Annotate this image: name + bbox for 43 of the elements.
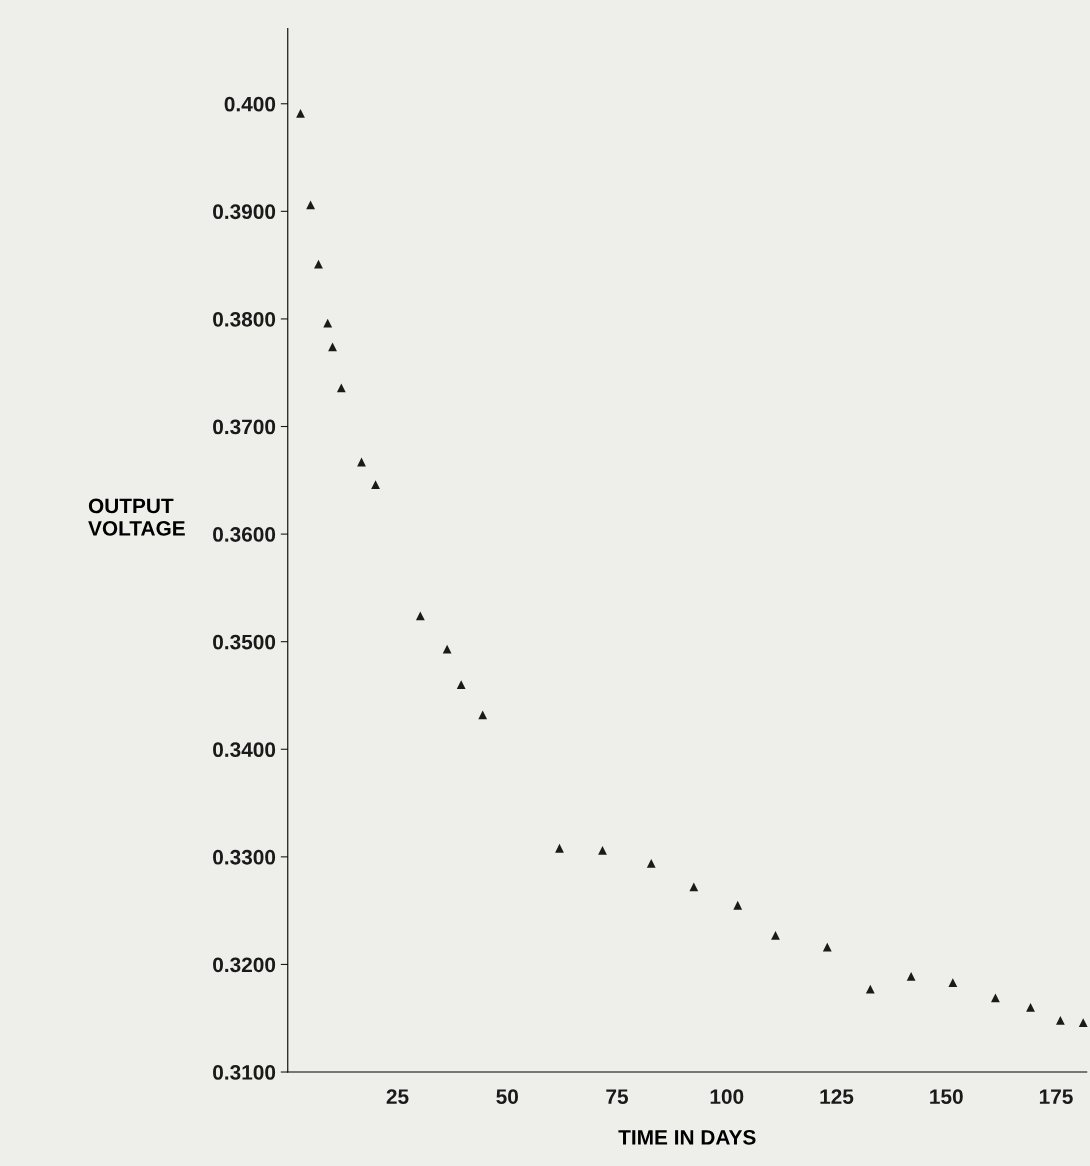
point [991,993,1000,1003]
x-tick-label: 75 [606,1089,629,1104]
point [296,109,305,118]
point [689,882,699,892]
point [1078,1018,1088,1027]
y-tick-label: 0.3700 [213,419,276,435]
point [456,680,466,690]
y-axis-title: OUTPUT VOLTAGE [88,498,185,536]
y-tick-label: 0.3100 [213,1065,276,1080]
y-tick-label: 0.3200 [213,957,276,973]
point [323,318,333,328]
x-tick-label: 175 [1039,1089,1073,1104]
x-axis-title: TIME IN DAYS [618,1129,756,1145]
point [865,984,875,994]
point [555,843,564,853]
y-tick-label: 0.3600 [213,527,276,542]
point [1026,1003,1035,1012]
y-tick-label: 0.3300 [213,849,276,865]
point [1056,1015,1065,1025]
point [336,383,346,393]
y-tick-label: 0.3500 [213,634,276,650]
point [598,846,607,855]
point [646,858,656,868]
point [733,900,743,910]
x-tick-label: 150 [930,1089,963,1104]
x-tick-label: 50 [496,1089,518,1104]
point [906,971,916,981]
point [822,942,832,952]
y-tick-label: 0.3400 [213,742,276,758]
y-tick-label: 0.3900 [213,204,276,220]
point [948,978,958,988]
x-tick-label: 125 [820,1089,854,1104]
point [478,710,488,720]
point [771,931,780,940]
point [306,200,315,210]
x-tick-label: 100 [710,1089,744,1104]
point [442,644,452,654]
y-tick-label: 0.3800 [213,311,276,327]
point [328,342,337,352]
x-tick-label: 25 [386,1089,409,1104]
point [371,480,380,489]
y-tick-label: 0.400 [224,96,276,112]
point [415,611,425,621]
